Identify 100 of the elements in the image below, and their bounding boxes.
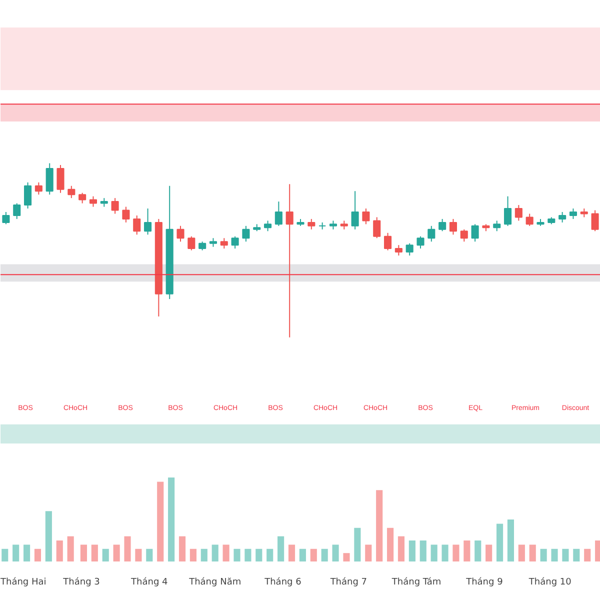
bar: [551, 548, 558, 562]
bar: [2, 548, 8, 562]
x-tick-label: Tháng 3: [62, 576, 100, 588]
candlestick: [188, 236, 196, 251]
bar: [496, 524, 504, 562]
bar: [178, 536, 186, 562]
candlestick: [428, 225, 436, 242]
x-tick-label: Tháng Hai: [0, 576, 46, 588]
bar: [420, 540, 426, 562]
candlestick: [89, 196, 97, 208]
x-tick-label: Tháng 7: [329, 576, 368, 588]
bar: [442, 544, 448, 562]
bar: [190, 548, 196, 562]
candlestick: [176, 225, 184, 242]
bar: [343, 553, 350, 562]
candlestick: [526, 213, 534, 226]
bar: [398, 536, 405, 562]
bar: [168, 478, 175, 562]
bar: [34, 548, 42, 562]
bar: [80, 544, 87, 562]
bar: [56, 540, 63, 562]
candlestick: [231, 236, 239, 250]
candlestick: [133, 214, 141, 236]
bar: [507, 520, 514, 562]
bar: [244, 548, 252, 562]
candlestick: [111, 198, 119, 214]
candlestick: [406, 242, 414, 256]
bar: [408, 540, 416, 562]
candlestick: [34, 182, 42, 196]
x-tick-label: Tháng Tám: [390, 576, 442, 588]
candlestick: [274, 201, 282, 226]
bar: [486, 544, 492, 562]
bar: [299, 548, 306, 562]
bar: [266, 548, 274, 562]
bar: [278, 536, 284, 562]
candlestick: [351, 190, 359, 230]
candlestick: [558, 212, 566, 223]
bar: [12, 544, 20, 562]
candlestick: [416, 236, 424, 250]
candlestick: [591, 210, 599, 232]
candlestick: [286, 184, 294, 338]
bar: [354, 528, 361, 562]
candlestick: [514, 204, 522, 222]
candlestick: [569, 208, 577, 220]
bar: [464, 540, 470, 562]
candlestick: [471, 224, 479, 242]
bar: [67, 536, 74, 562]
bar: [584, 548, 591, 562]
candlestick: [362, 208, 370, 225]
bar: [562, 548, 569, 562]
bar: [23, 544, 30, 562]
candlestick: [264, 220, 272, 232]
candlestick: [144, 208, 152, 236]
x-tick-label: Tháng 4: [130, 576, 168, 588]
candlestick: [394, 244, 402, 256]
bar: [332, 544, 339, 562]
bar: [430, 544, 438, 562]
candlestick: [46, 162, 54, 196]
candlestick: [504, 196, 512, 226]
bar: [234, 548, 240, 562]
candlestick: [384, 232, 392, 251]
bar: [146, 548, 153, 562]
candlestick: [220, 238, 228, 250]
bar: [573, 548, 580, 562]
bar: [518, 544, 525, 562]
bar: [529, 544, 536, 562]
candlestick: [13, 202, 21, 220]
bar: [310, 548, 317, 562]
candlestick: [242, 225, 250, 242]
bar: [45, 511, 52, 562]
x-tick-label: Tháng 9: [465, 576, 504, 588]
candlestick: [56, 164, 64, 194]
bar: [124, 536, 131, 562]
bar: [157, 482, 164, 562]
candlestick: [68, 185, 76, 199]
candlestick: [460, 228, 468, 242]
bar: [102, 548, 109, 562]
bar: [256, 548, 262, 562]
bar: [135, 548, 142, 562]
bar: [376, 490, 383, 562]
bar: [200, 548, 208, 562]
candlestick: [308, 218, 316, 230]
x-tick-label: Tháng Năm: [188, 576, 242, 588]
candlestick: [122, 206, 130, 223]
bar: [222, 544, 230, 562]
candlestick: [2, 212, 10, 225]
candlestick: [24, 182, 32, 210]
bar: [365, 544, 372, 562]
bar: [321, 548, 328, 562]
bar: [452, 544, 460, 562]
candlestick: [493, 220, 501, 232]
candlestick: [78, 192, 86, 204]
candlestick: [438, 218, 446, 232]
bar: [540, 548, 547, 562]
bar: [212, 544, 218, 562]
x-tick-label: Tháng 6: [264, 576, 302, 588]
candlestick: [449, 218, 457, 236]
bar: [474, 540, 482, 562]
x-tick-label: Tháng 10: [528, 576, 572, 588]
bar: [386, 528, 394, 562]
